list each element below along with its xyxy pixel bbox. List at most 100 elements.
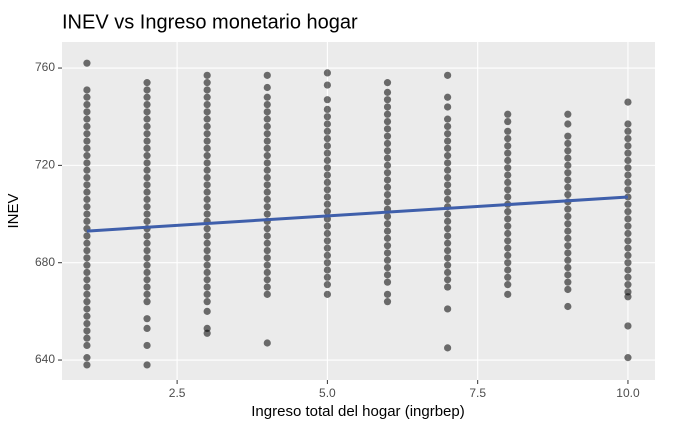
point <box>383 161 392 169</box>
point <box>263 188 271 196</box>
point <box>83 181 91 189</box>
point <box>444 239 452 247</box>
point <box>383 103 392 111</box>
point <box>383 290 392 298</box>
point <box>83 173 91 182</box>
point <box>263 225 271 233</box>
point <box>323 186 331 194</box>
point <box>203 268 211 277</box>
point <box>263 246 271 255</box>
point <box>383 263 392 272</box>
point <box>263 152 271 160</box>
point <box>83 152 91 160</box>
point <box>263 283 271 291</box>
point <box>504 229 512 238</box>
point <box>504 117 512 126</box>
point <box>83 59 91 67</box>
point <box>83 246 91 255</box>
point <box>383 117 392 126</box>
point <box>323 105 331 114</box>
point <box>564 154 572 162</box>
point <box>143 93 151 101</box>
point <box>444 276 452 284</box>
point <box>323 156 331 165</box>
point <box>504 156 512 165</box>
point <box>263 239 271 247</box>
point <box>323 127 331 135</box>
point <box>143 254 151 262</box>
point <box>203 137 211 145</box>
point <box>504 164 512 172</box>
point <box>444 173 452 182</box>
point <box>383 227 392 235</box>
point <box>203 203 211 211</box>
point <box>263 268 271 277</box>
point <box>203 307 211 315</box>
point <box>83 354 91 362</box>
plot-panel <box>62 42 655 380</box>
point <box>143 152 151 160</box>
point <box>564 212 572 221</box>
point <box>383 79 392 87</box>
point <box>83 341 91 350</box>
point <box>624 98 632 106</box>
point <box>504 251 512 260</box>
point <box>564 110 572 118</box>
point <box>323 208 331 216</box>
point <box>504 215 512 223</box>
point <box>143 324 151 333</box>
point <box>143 210 151 218</box>
point <box>383 169 392 177</box>
point <box>323 273 331 281</box>
point <box>263 276 271 284</box>
y-tick-label: 680 <box>35 255 55 269</box>
y-tick-label: 640 <box>35 352 55 366</box>
point <box>83 166 91 174</box>
point <box>203 130 211 138</box>
point <box>83 137 91 145</box>
x-tick-label: 7.5 <box>469 386 486 400</box>
point <box>143 130 151 138</box>
point <box>263 93 271 101</box>
point <box>143 361 151 369</box>
point <box>624 127 632 135</box>
point <box>203 283 211 291</box>
point <box>624 229 632 238</box>
point <box>564 227 572 235</box>
point <box>624 208 632 216</box>
point <box>504 193 512 201</box>
point <box>444 246 452 255</box>
point <box>203 93 211 101</box>
point <box>263 290 271 298</box>
point <box>383 278 392 286</box>
point <box>444 115 452 123</box>
point <box>203 108 211 116</box>
point <box>143 239 151 247</box>
point <box>83 144 91 152</box>
point <box>143 181 151 189</box>
point <box>444 261 452 269</box>
point <box>203 100 211 109</box>
point <box>203 122 211 131</box>
point <box>624 193 632 201</box>
x-tick-label: 10.0 <box>616 386 640 400</box>
point <box>624 156 632 165</box>
point <box>143 341 151 350</box>
point <box>444 232 452 240</box>
point <box>504 222 512 230</box>
point <box>143 268 151 277</box>
point <box>323 200 331 208</box>
point <box>263 232 271 240</box>
point <box>83 130 91 138</box>
point <box>83 319 91 328</box>
point <box>263 71 271 79</box>
point <box>323 178 331 187</box>
point <box>263 173 271 182</box>
point <box>383 132 392 140</box>
point <box>323 135 331 143</box>
y-tick-label: 760 <box>35 60 55 74</box>
point <box>323 193 331 201</box>
point <box>504 110 512 118</box>
point <box>383 271 392 279</box>
